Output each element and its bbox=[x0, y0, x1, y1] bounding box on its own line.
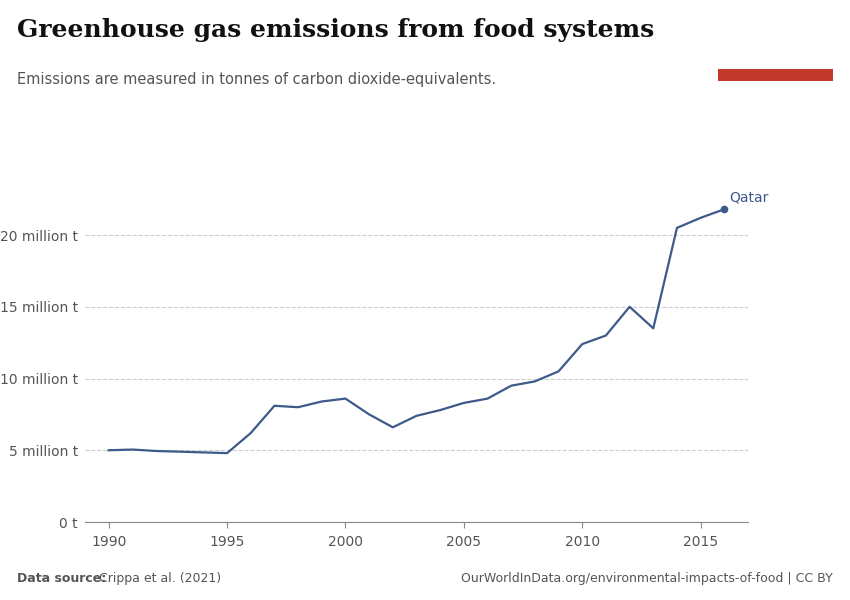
Text: Emissions are measured in tonnes of carbon dioxide-equivalents.: Emissions are measured in tonnes of carb… bbox=[17, 72, 496, 87]
Text: Data source:: Data source: bbox=[17, 572, 106, 585]
Text: Greenhouse gas emissions from food systems: Greenhouse gas emissions from food syste… bbox=[17, 18, 654, 42]
Text: Our World: Our World bbox=[742, 23, 809, 36]
Text: Crippa et al. (2021): Crippa et al. (2021) bbox=[95, 572, 221, 585]
Text: OurWorldInData.org/environmental-impacts-of-food | CC BY: OurWorldInData.org/environmental-impacts… bbox=[462, 572, 833, 585]
Bar bbox=[718, 68, 833, 81]
Text: in Data: in Data bbox=[751, 43, 800, 56]
Text: Qatar: Qatar bbox=[729, 191, 768, 205]
